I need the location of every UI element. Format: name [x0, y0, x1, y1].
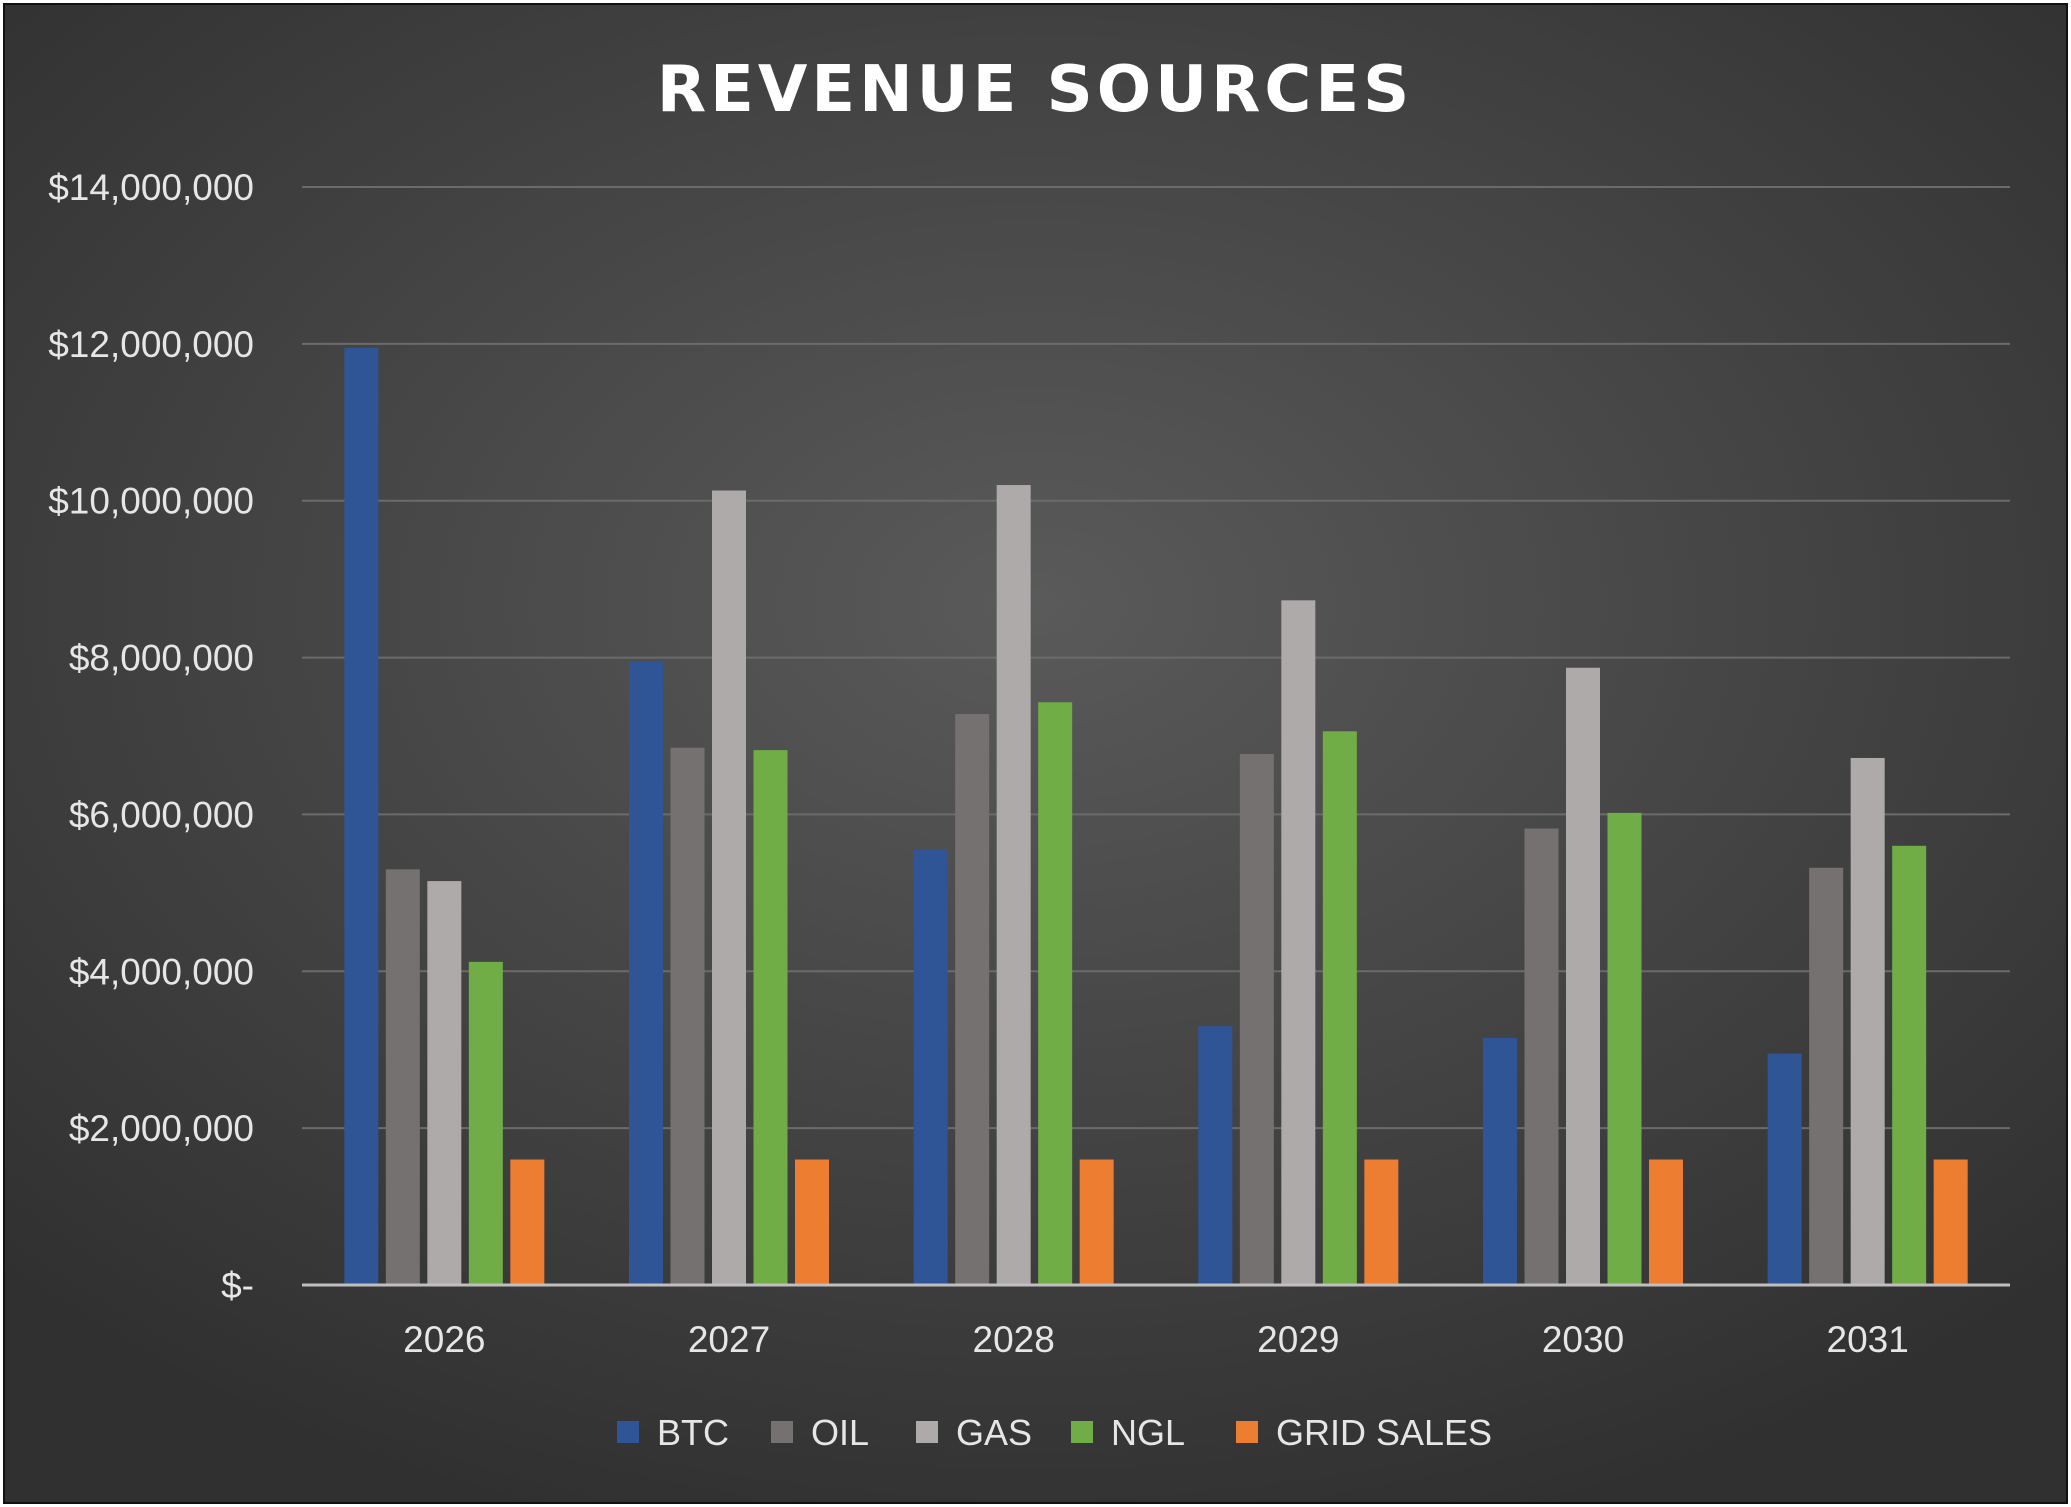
- y-tick-label: $4,000,000: [69, 951, 254, 992]
- legend: BTC OIL GAS NGL GRID SALES: [617, 1412, 1492, 1453]
- bar-gas-2028[interactable]: [996, 485, 1031, 1285]
- legend-label: GAS: [956, 1412, 1032, 1453]
- y-axis-tick-labels: $- $2,000,000 $4,000,000 $6,000,000 $8,000,0…: [48, 167, 254, 1306]
- x-tick-label: 2031: [1827, 1319, 1909, 1360]
- legend-label: GRID SALES: [1276, 1412, 1492, 1453]
- bar-oil-2029[interactable]: [1239, 754, 1274, 1285]
- x-tick-label: 2026: [403, 1319, 485, 1360]
- bar-oil-2028[interactable]: [955, 714, 990, 1285]
- bar-gas-2031[interactable]: [1850, 757, 1885, 1285]
- bar-grid-sales-2027[interactable]: [795, 1159, 829, 1285]
- bar-gas-2030[interactable]: [1566, 667, 1600, 1285]
- bar-gas-2026[interactable]: [427, 881, 462, 1285]
- bar-grid-sales-2029[interactable]: [1364, 1159, 1399, 1285]
- bars: [344, 347, 1968, 1286]
- bar-grid-sales-2026[interactable]: [510, 1159, 545, 1285]
- x-tick-label: 2030: [1542, 1319, 1624, 1360]
- y-tick-label: $8,000,000: [69, 638, 254, 679]
- y-tick-label: $6,000,000: [69, 794, 254, 835]
- legend-swatch-oil: [771, 1421, 793, 1443]
- x-tick-label: 2029: [1257, 1319, 1339, 1360]
- bar-btc-2028[interactable]: [913, 849, 948, 1285]
- bar-btc-2026[interactable]: [344, 347, 379, 1285]
- bar-ngl-2028[interactable]: [1038, 702, 1073, 1285]
- gridlines: [302, 186, 2010, 1130]
- x-tick-label: 2028: [973, 1319, 1055, 1360]
- legend-label: OIL: [811, 1412, 869, 1453]
- bar-btc-2030[interactable]: [1483, 1037, 1517, 1285]
- bar-grid-sales-2030[interactable]: [1649, 1159, 1683, 1285]
- legend-swatch-ngl: [1071, 1421, 1093, 1443]
- bar-oil-2030[interactable]: [1524, 828, 1559, 1285]
- bar-gas-2029[interactable]: [1281, 600, 1316, 1285]
- bar-ngl-2031[interactable]: [1892, 845, 1927, 1285]
- legend-label: BTC: [657, 1412, 729, 1453]
- legend-swatch-gas: [916, 1421, 938, 1443]
- bar-btc-2029[interactable]: [1198, 1026, 1233, 1285]
- y-tick-label: $12,000,000: [48, 324, 254, 365]
- legend-swatch-btc: [617, 1421, 639, 1443]
- bar-btc-2027[interactable]: [629, 661, 663, 1285]
- bar-ngl-2029[interactable]: [1322, 731, 1357, 1285]
- y-tick-label: $2,000,000: [69, 1108, 254, 1149]
- bar-ngl-2030[interactable]: [1607, 812, 1642, 1285]
- bar-ngl-2027[interactable]: [753, 750, 788, 1285]
- chart-title: REVENUE SOURCES: [657, 53, 1413, 127]
- bar-ngl-2026[interactable]: [468, 961, 503, 1285]
- chart-frame: REVENUE SOURCES $- $2,000,000 $4,000,000 $6…: [3, 3, 2068, 1504]
- bar-btc-2031[interactable]: [1767, 1053, 1802, 1285]
- bar-grid-sales-2031[interactable]: [1933, 1159, 1968, 1285]
- bar-grid-sales-2028[interactable]: [1079, 1159, 1114, 1285]
- x-axis-tick-labels: 2026 2027 2028 2029 2030 2031: [403, 1319, 1909, 1360]
- bar-oil-2027[interactable]: [670, 747, 705, 1285]
- y-tick-label: $10,000,000: [48, 481, 254, 522]
- x-tick-label: 2027: [688, 1319, 770, 1360]
- chart-svg: REVENUE SOURCES $- $2,000,000 $4,000,000 $6…: [48, 53, 2010, 1453]
- bar-oil-2031[interactable]: [1809, 867, 1844, 1285]
- bar-gas-2027[interactable]: [712, 490, 746, 1286]
- bar-oil-2026[interactable]: [385, 869, 420, 1285]
- legend-label: NGL: [1111, 1412, 1185, 1453]
- y-tick-label: $-: [221, 1265, 254, 1306]
- y-tick-label: $14,000,000: [48, 167, 254, 208]
- legend-swatch-grid-sales: [1236, 1421, 1258, 1443]
